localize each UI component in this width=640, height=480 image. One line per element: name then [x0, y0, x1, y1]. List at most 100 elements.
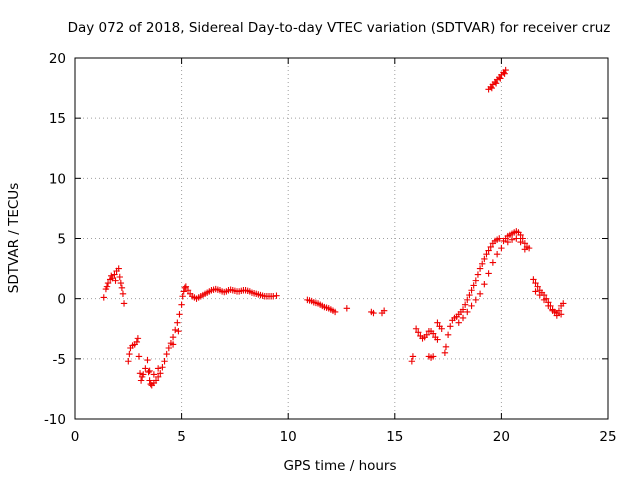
- data-point: [108, 272, 115, 280]
- data-point: [146, 377, 153, 384]
- data-point: [169, 341, 177, 348]
- data-point: [472, 296, 480, 304]
- data-point: [165, 344, 173, 352]
- series-arc8: [500, 228, 567, 319]
- data-point: [487, 243, 494, 251]
- data-point: [423, 331, 430, 338]
- data-point: [441, 349, 449, 357]
- series-arc2: [125, 283, 198, 389]
- data-point: [409, 353, 417, 360]
- data-point: [459, 306, 467, 313]
- data-point: [517, 238, 524, 246]
- data-point: [513, 235, 520, 242]
- data-point: [370, 309, 377, 317]
- x-tick-label: 25: [599, 429, 616, 445]
- data-point: [521, 246, 529, 253]
- x-tick-label: 0: [71, 429, 80, 445]
- data-point: [112, 277, 119, 284]
- y-tick-label: 20: [49, 51, 66, 67]
- data-point: [126, 350, 133, 358]
- data-point: [172, 326, 179, 334]
- data-point: [447, 323, 454, 330]
- data-point: [147, 380, 154, 388]
- data-point: [489, 259, 497, 266]
- data-point: [470, 282, 477, 289]
- data-point: [481, 281, 488, 288]
- grid: [75, 58, 608, 419]
- data-point: [415, 329, 422, 336]
- data-point: [429, 353, 437, 360]
- data-point: [540, 296, 548, 304]
- data-point: [560, 300, 567, 307]
- data-point: [119, 290, 127, 298]
- data-point: [525, 244, 533, 252]
- data-point: [100, 294, 107, 301]
- data-point: [176, 311, 183, 318]
- data-point: [483, 250, 490, 258]
- data-point: [461, 301, 469, 308]
- data-point: [497, 75, 504, 82]
- data-point: [466, 291, 473, 299]
- data-point: [142, 365, 149, 372]
- data-point: [502, 66, 509, 74]
- data-point: [270, 293, 277, 300]
- data-point: [534, 283, 541, 290]
- x-tick-label: 20: [493, 429, 510, 445]
- data-point: [125, 358, 132, 365]
- data-point: [493, 250, 501, 258]
- data-point: [438, 325, 445, 332]
- data-point: [175, 327, 182, 335]
- series-arc3: [193, 285, 280, 302]
- data-point: [120, 300, 128, 307]
- data-point: [145, 368, 152, 376]
- y-tick-label: -5: [53, 352, 66, 368]
- data-point: [485, 247, 492, 254]
- data-point: [408, 358, 416, 365]
- data-point: [508, 236, 516, 243]
- data-point: [485, 270, 492, 277]
- data-point: [521, 240, 529, 247]
- data-point: [163, 350, 170, 358]
- data-point: [154, 373, 162, 381]
- data-point: [137, 377, 145, 384]
- x-axis-label: GPS time / hours: [283, 458, 396, 474]
- data-point: [434, 319, 441, 326]
- data-point: [476, 265, 484, 272]
- data-point: [184, 287, 192, 294]
- data-point: [459, 314, 467, 322]
- data-point: [157, 370, 164, 377]
- data-points: [100, 66, 567, 389]
- data-point: [549, 307, 556, 314]
- data-point: [104, 279, 112, 287]
- data-point: [496, 235, 503, 242]
- data-point: [117, 279, 125, 287]
- data-point: [118, 284, 126, 292]
- data-point: [380, 307, 388, 314]
- data-point: [152, 377, 160, 384]
- data-point: [144, 356, 151, 364]
- data-point: [481, 255, 488, 263]
- data-point: [136, 370, 144, 377]
- data-point: [103, 283, 111, 290]
- data-point: [532, 288, 539, 295]
- data-point: [169, 333, 177, 341]
- data-point: [455, 319, 462, 326]
- y-tick-label: 5: [57, 232, 66, 248]
- data-point: [273, 292, 280, 299]
- data-point: [536, 291, 543, 299]
- data-point: [343, 305, 351, 312]
- data-point: [474, 271, 482, 278]
- data-point: [178, 301, 185, 308]
- series-arc5: [368, 307, 388, 317]
- data-point: [140, 371, 147, 378]
- data-point: [517, 231, 524, 239]
- data-point: [116, 273, 123, 281]
- data-point: [519, 235, 526, 242]
- x-tick-label: 5: [177, 429, 186, 445]
- data-point: [180, 288, 187, 295]
- y-tick-label: 15: [49, 111, 66, 127]
- data-point: [434, 336, 441, 343]
- data-point: [479, 260, 486, 267]
- data-point: [174, 319, 181, 326]
